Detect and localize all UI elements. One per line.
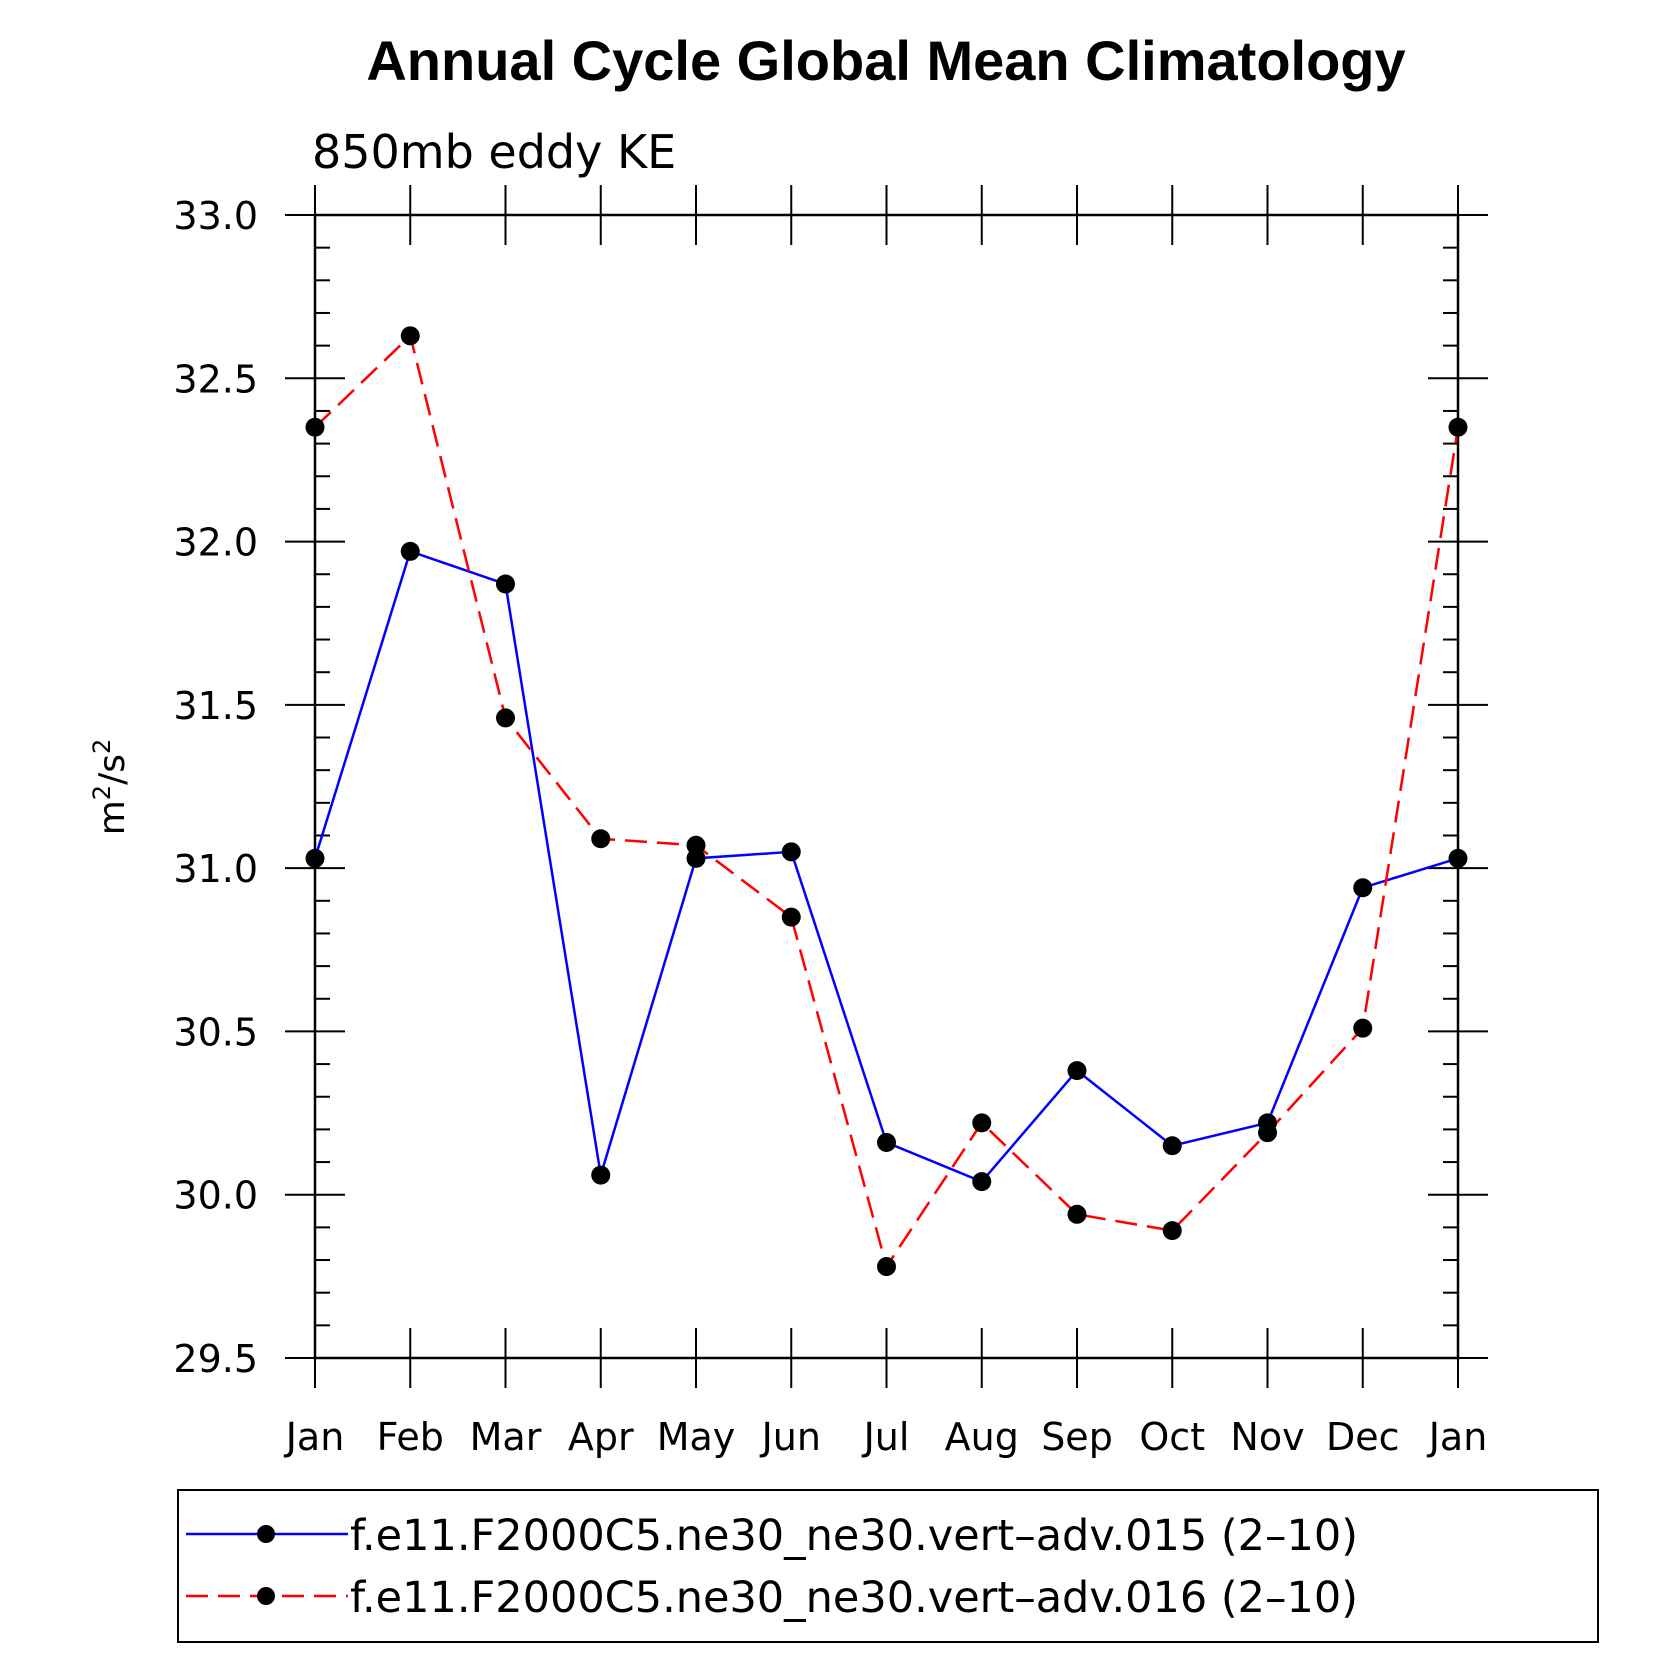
series-1-point: [1448, 417, 1468, 437]
chart-title: Annual Cycle Global Mean Climatology: [366, 29, 1405, 92]
x-axis-tick-labels: Jan Feb Mar Apr May Jun Jul Aug Sep Oct Nov Dec Jan: [284, 1415, 1488, 1459]
series-0-point: [972, 1172, 992, 1192]
series-1-point: [305, 417, 325, 437]
x-tick-label: Sep: [1041, 1415, 1113, 1459]
x-tick-label: Jul: [862, 1415, 910, 1459]
x-tick-label: Oct: [1139, 1415, 1205, 1459]
series-1-point: [1353, 1018, 1373, 1038]
series-0-point: [1448, 848, 1468, 868]
series-1-point: [496, 708, 515, 728]
series-1-point: [781, 907, 801, 927]
x-tick-label: Mar: [470, 1415, 542, 1459]
x-tick-label: Jan: [284, 1415, 345, 1459]
x-tick-label: May: [657, 1415, 736, 1459]
y-tick-label: 33.0: [173, 194, 258, 238]
chart-subtitle: 850mb eddy KE: [312, 125, 676, 179]
y-tick-label: 32.0: [173, 521, 258, 565]
legend: f.e11.F2000C5.ne30_ne30.vert–adv.015 (2–…: [177, 1489, 1599, 1643]
x-tick-label: Feb: [377, 1415, 444, 1459]
y-axis-label: m2/s2: [88, 739, 133, 836]
series-0-point: [686, 848, 706, 868]
y-label-exp2: 2: [88, 739, 116, 754]
series-0-point: [1067, 1061, 1087, 1081]
x-tick-label: Apr: [568, 1415, 634, 1459]
legend-marker-series-1: [257, 1587, 275, 1605]
x-tick-label: Jun: [760, 1415, 821, 1459]
series-1-point: [591, 829, 611, 849]
x-tick-label: Aug: [945, 1415, 1019, 1459]
series-0-point: [305, 848, 325, 868]
y-label-exp1: 2: [88, 785, 116, 800]
x-tick-label: Dec: [1326, 1415, 1400, 1459]
y-label-sep: /s: [92, 754, 133, 785]
legend-label-series-0: f.e11.F2000C5.ne30_ne30.vert–adv.015 (2–…: [350, 1511, 1358, 1561]
y-tick-label: 30.5: [173, 1010, 258, 1054]
series-0-point: [877, 1132, 896, 1152]
series-1-point: [686, 835, 706, 855]
legend-marker-series-0: [257, 1525, 275, 1543]
y-tick-label: 31.5: [173, 684, 258, 728]
series-1-point: [1258, 1123, 1277, 1143]
y-tick-label: 30.0: [173, 1174, 258, 1218]
x-tick-label: Nov: [1230, 1415, 1304, 1459]
series-layer: [305, 326, 1468, 1277]
series-1-point: [400, 326, 420, 346]
legend-box: [177, 1489, 1599, 1643]
y-tick-label: 31.0: [173, 847, 258, 891]
x-tick-label: Jan: [1427, 1415, 1488, 1459]
y-tick-label: 29.5: [173, 1337, 258, 1381]
series-0-point: [781, 842, 801, 862]
series-0-point: [496, 574, 515, 594]
axis-ticks: [285, 185, 1488, 1388]
series-1-point: [972, 1113, 992, 1133]
y-label-m: m: [92, 800, 133, 835]
series-0-point: [1162, 1136, 1182, 1156]
legend-label-series-1: f.e11.F2000C5.ne30_ne30.vert–adv.016 (2–…: [350, 1573, 1358, 1623]
y-tick-label: 32.5: [173, 357, 258, 401]
series-0-point: [400, 541, 420, 561]
series-0-point: [591, 1165, 611, 1185]
series-1-point: [1162, 1221, 1182, 1241]
series-1-point: [877, 1257, 896, 1277]
y-axis-tick-labels: 29.5 30.0 30.5 31.0 31.5 32.0 32.5 33.0: [173, 194, 258, 1381]
series-1-point: [1067, 1204, 1087, 1224]
series-0-point: [1353, 878, 1373, 898]
series-line-1: [314, 333, 1460, 1270]
plot-area-frame: [313, 213, 1460, 1360]
